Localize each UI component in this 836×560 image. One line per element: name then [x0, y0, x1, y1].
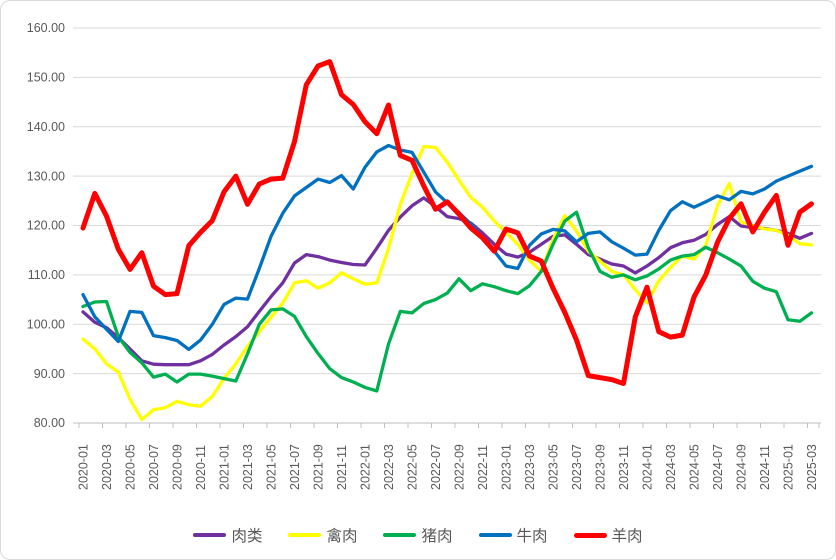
legend-swatch-beef — [478, 533, 512, 537]
legend-label-beef: 牛肉 — [516, 528, 548, 545]
x-axis-tick-label: 2022-03 — [382, 444, 396, 490]
x-axis-tick-label: 2023-01 — [499, 444, 513, 490]
x-axis-tick-label: 2020-09 — [170, 444, 184, 490]
x-axis-tick-label: 2021-09 — [311, 444, 325, 490]
y-axis-tick-label: 80.00 — [34, 416, 65, 430]
x-axis-tick-label: 2024-03 — [664, 444, 678, 490]
x-axis-tick-label: 2024-05 — [687, 444, 701, 490]
x-axis-tick-label: 2020-07 — [147, 444, 161, 490]
x-axis-tick-label: 2022-11 — [476, 445, 490, 490]
y-axis-tick-label: 90.00 — [34, 367, 65, 381]
x-axis-tick-label: 2023-09 — [593, 444, 607, 490]
legend-swatch-poultry — [288, 533, 322, 537]
x-axis-tick-label: 2022-09 — [452, 444, 466, 490]
x-axis-tick-label: 2021-11 — [335, 445, 349, 490]
y-axis-tick-label: 150.00 — [27, 71, 65, 85]
x-axis-tick-label: 2020-11 — [194, 445, 208, 490]
x-axis-tick-label: 2023-03 — [523, 444, 537, 490]
x-axis-tick-label: 2025-01 — [781, 444, 795, 490]
x-axis-tick-label: 2020-05 — [123, 444, 137, 490]
x-axis-tick-label: 2021-07 — [288, 444, 302, 490]
legend-label-poultry: 禽肉 — [326, 528, 358, 545]
series-line-mutton — [80, 59, 814, 386]
y-axis-tick-label: 160.00 — [27, 21, 65, 35]
legend-label-mutton: 羊肉 — [611, 528, 643, 545]
y-axis-tick-label: 130.00 — [27, 169, 65, 183]
legend-label-pork: 猪肉 — [421, 528, 453, 545]
y-axis-tick-label: 100.00 — [27, 317, 65, 331]
x-axis-tick-label: 2025-03 — [805, 444, 819, 490]
legend-item-pork: 猪肉 — [383, 524, 453, 546]
x-axis-tick-label: 2024-07 — [711, 444, 725, 490]
x-axis-tick-label: 2020-03 — [100, 444, 114, 490]
x-axis-tick-label: 2022-01 — [358, 444, 372, 490]
legend-item-mutton: 羊肉 — [573, 524, 643, 546]
x-axis-tick-label: 2024-09 — [734, 444, 748, 490]
x-axis-tick-label: 2022-07 — [429, 444, 443, 490]
chart-legend: 肉类 禽肉 猪肉 牛肉 羊肉 — [1, 520, 835, 550]
x-axis-tick-label: 2021-01 — [217, 444, 231, 490]
legend-item-beef: 牛肉 — [478, 524, 548, 546]
y-axis-tick-label: 110.00 — [28, 268, 65, 282]
x-axis-tick-label: 2024-11 — [758, 445, 772, 490]
x-axis-tick-label: 2023-05 — [546, 444, 560, 490]
x-axis-tick-label: 2023-11 — [617, 445, 631, 490]
x-axis-tick-label: 2020-01 — [76, 444, 90, 490]
legend-item-meat: 肉类 — [193, 524, 262, 546]
series-line-meat — [81, 196, 814, 367]
legend-label-meat: 肉类 — [231, 528, 263, 545]
x-axis-tick-label: 2021-05 — [264, 444, 278, 490]
series-line-pork — [81, 210, 814, 393]
x-axis-tick-label: 2022-05 — [405, 444, 419, 490]
series-line-poultry — [81, 144, 814, 422]
y-axis-tick-label: 120.00 — [27, 219, 65, 233]
legend-swatch-mutton — [573, 532, 607, 538]
x-axis-tick-label: 2023-07 — [570, 444, 584, 490]
x-axis-tick-label: 2021-03 — [241, 444, 255, 490]
legend-swatch-meat — [193, 533, 227, 537]
legend-swatch-pork — [383, 533, 417, 537]
y-axis-tick-label: 140.00 — [27, 120, 65, 134]
x-axis-tick-label: 2024-01 — [640, 444, 654, 490]
legend-item-poultry: 禽肉 — [288, 524, 357, 546]
